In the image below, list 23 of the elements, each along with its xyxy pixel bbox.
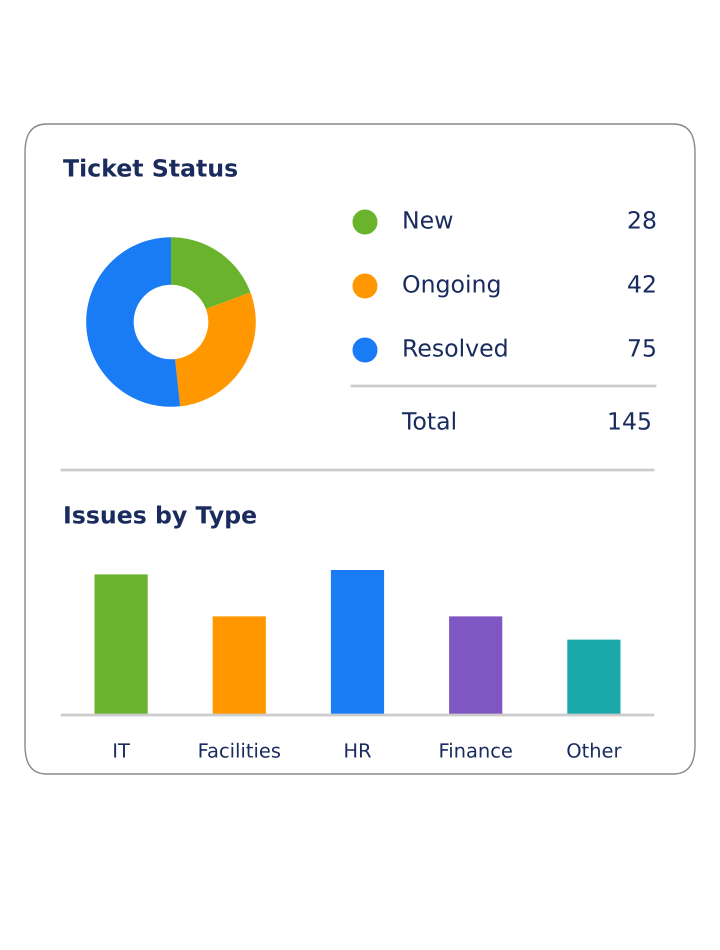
x-tick-label: HR bbox=[345, 743, 372, 758]
data-label: 28 bbox=[628, 210, 656, 229]
donut-slice bbox=[175, 292, 256, 406]
x-tick-label: IT bbox=[114, 743, 130, 758]
bar bbox=[449, 616, 502, 715]
bar bbox=[567, 640, 620, 715]
donut-slice bbox=[86, 237, 180, 407]
legend-label: Resolved bbox=[404, 338, 507, 357]
text: 145 bbox=[610, 412, 650, 430]
bar bbox=[330, 570, 384, 715]
x-tick-label: Facilities bbox=[200, 742, 280, 758]
text: Total bbox=[402, 412, 455, 430]
x-tick-label: Finance bbox=[440, 742, 512, 758]
data-label: 75 bbox=[628, 339, 655, 357]
chart-title: Issues by Type bbox=[65, 505, 256, 529]
chart-title: Ticket Status bbox=[63, 158, 238, 177]
data-label: 42 bbox=[628, 274, 655, 293]
legend-label: New bbox=[404, 211, 453, 229]
legend-label: Ongoing bbox=[403, 274, 500, 298]
donut-slice bbox=[171, 237, 250, 309]
bar bbox=[212, 616, 266, 715]
bar bbox=[94, 574, 148, 715]
x-tick-label: Other bbox=[567, 742, 622, 758]
